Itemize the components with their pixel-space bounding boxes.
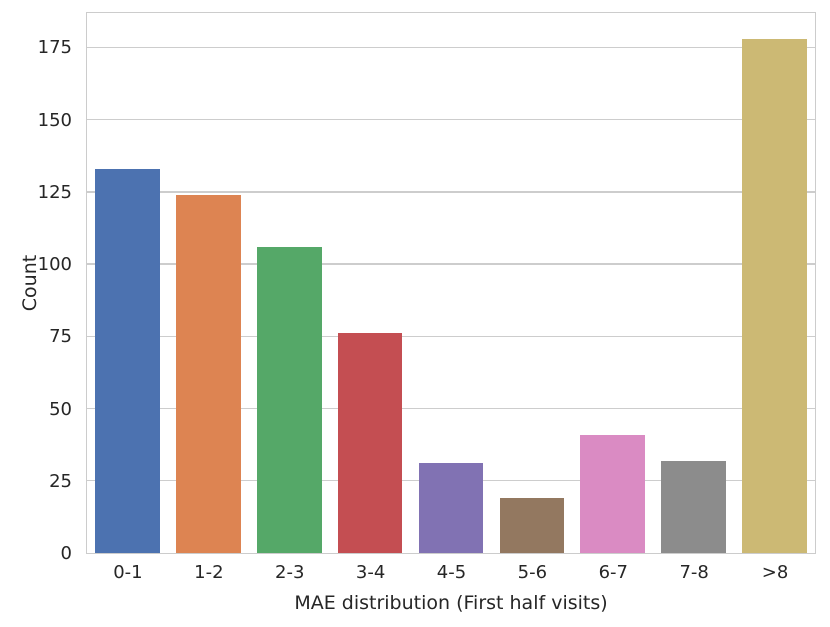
y-tick-label-100: 100 — [37, 254, 72, 276]
x-tick-label-6-7: 6-7 — [598, 562, 628, 583]
gridline-125 — [87, 191, 815, 193]
gridline-175 — [87, 46, 815, 49]
x-tick-label-4-5: 4-5 — [436, 562, 467, 583]
y-tick-label-50: 50 — [49, 398, 72, 420]
x-axis-title: MAE distribution (First half visits) — [294, 592, 608, 614]
y-tick-label-75: 75 — [49, 326, 72, 348]
x-tick-label-7-8: 7-8 — [679, 562, 709, 583]
x-tick-label-5-6: 5-6 — [517, 562, 548, 583]
gridline-50 — [87, 407, 815, 410]
y-tick-label-150: 150 — [37, 109, 72, 131]
bar-6-7 — [580, 434, 646, 553]
x-tick-label-2-3: 2-3 — [275, 562, 305, 583]
bar-3-4 — [337, 333, 403, 553]
x-tick-label->8: >8 — [761, 562, 789, 583]
bar-1-2 — [175, 194, 241, 553]
x-tick-label-0-1: 0-1 — [113, 562, 143, 583]
y-tick-label-0: 0 — [60, 543, 72, 564]
gridline-100 — [87, 263, 815, 265]
x-tick-label-1-2: 1-2 — [194, 562, 224, 583]
gridline-75 — [87, 335, 815, 337]
gridline-150 — [87, 118, 815, 121]
x-tick-label-3-4: 3-4 — [355, 562, 386, 583]
y-tick-label-25: 25 — [49, 470, 72, 492]
y-tick-label-175: 175 — [37, 37, 72, 59]
y-tick-label-125: 125 — [37, 181, 72, 203]
bar->8 — [742, 38, 807, 553]
bar-5-6 — [499, 498, 565, 553]
plot-area — [86, 12, 816, 554]
bar-4-5 — [418, 463, 484, 553]
bar-2-3 — [256, 246, 322, 553]
bar-7-8 — [661, 460, 726, 553]
bar-0-1 — [95, 168, 160, 553]
